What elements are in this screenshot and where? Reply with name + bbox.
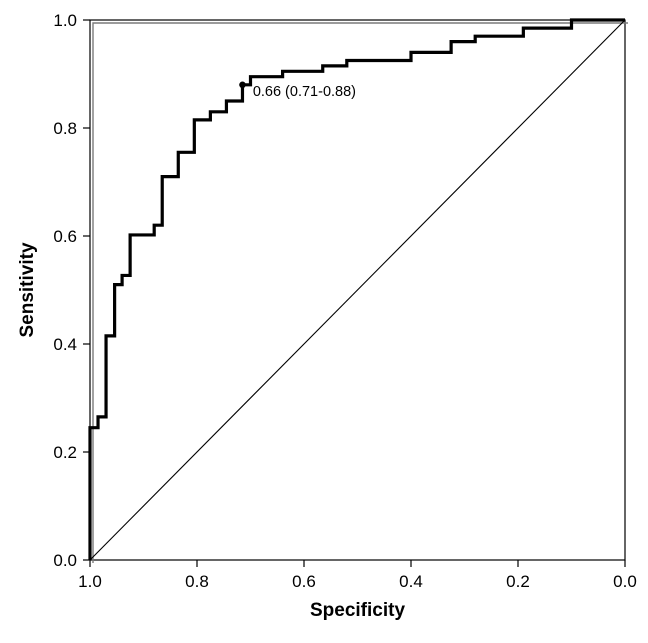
x-tick-label: 0.4 [399,572,423,591]
diagonal-reference-line [90,20,625,560]
threshold-annotation: 0.66 (0.71-0.88) [253,84,356,100]
y-tick-label: 0.6 [53,227,77,246]
y-tick-label: 1.0 [53,11,77,30]
y-axis-label: Sensitivity [17,242,38,337]
y-tick-label: 0.0 [53,551,77,570]
roc-svg: 0.66 (0.71-0.88) 1.00.80.60.40.20.0 0.00… [0,0,648,643]
x-tick-label: 0.6 [292,572,316,591]
x-axis-ticks: 1.0 0.8 0.6 0.4 0.2 0.0 [78,560,637,591]
y-axis-ticks: 0.0 0.2 0.4 0.6 0.8 1.0 [53,11,90,570]
x-tick-label: 1.0 [78,572,102,591]
y-tick-label: 0.4 [53,335,77,354]
x-tick-label: 0.2 [506,572,530,591]
x-axis-label: Specificity [310,600,405,621]
optimal-threshold-marker [239,82,246,89]
roc-chart: 0.66 (0.71-0.88) 1.00.80.60.40.20.0 0.00… [0,0,648,643]
x-tick-label: 0.0 [613,572,637,591]
y-tick-label: 0.2 [53,443,77,462]
y-tick-label: 0.8 [53,119,77,138]
x-tick-label: 0.8 [185,572,209,591]
ideal-corner-line [93,23,628,563]
